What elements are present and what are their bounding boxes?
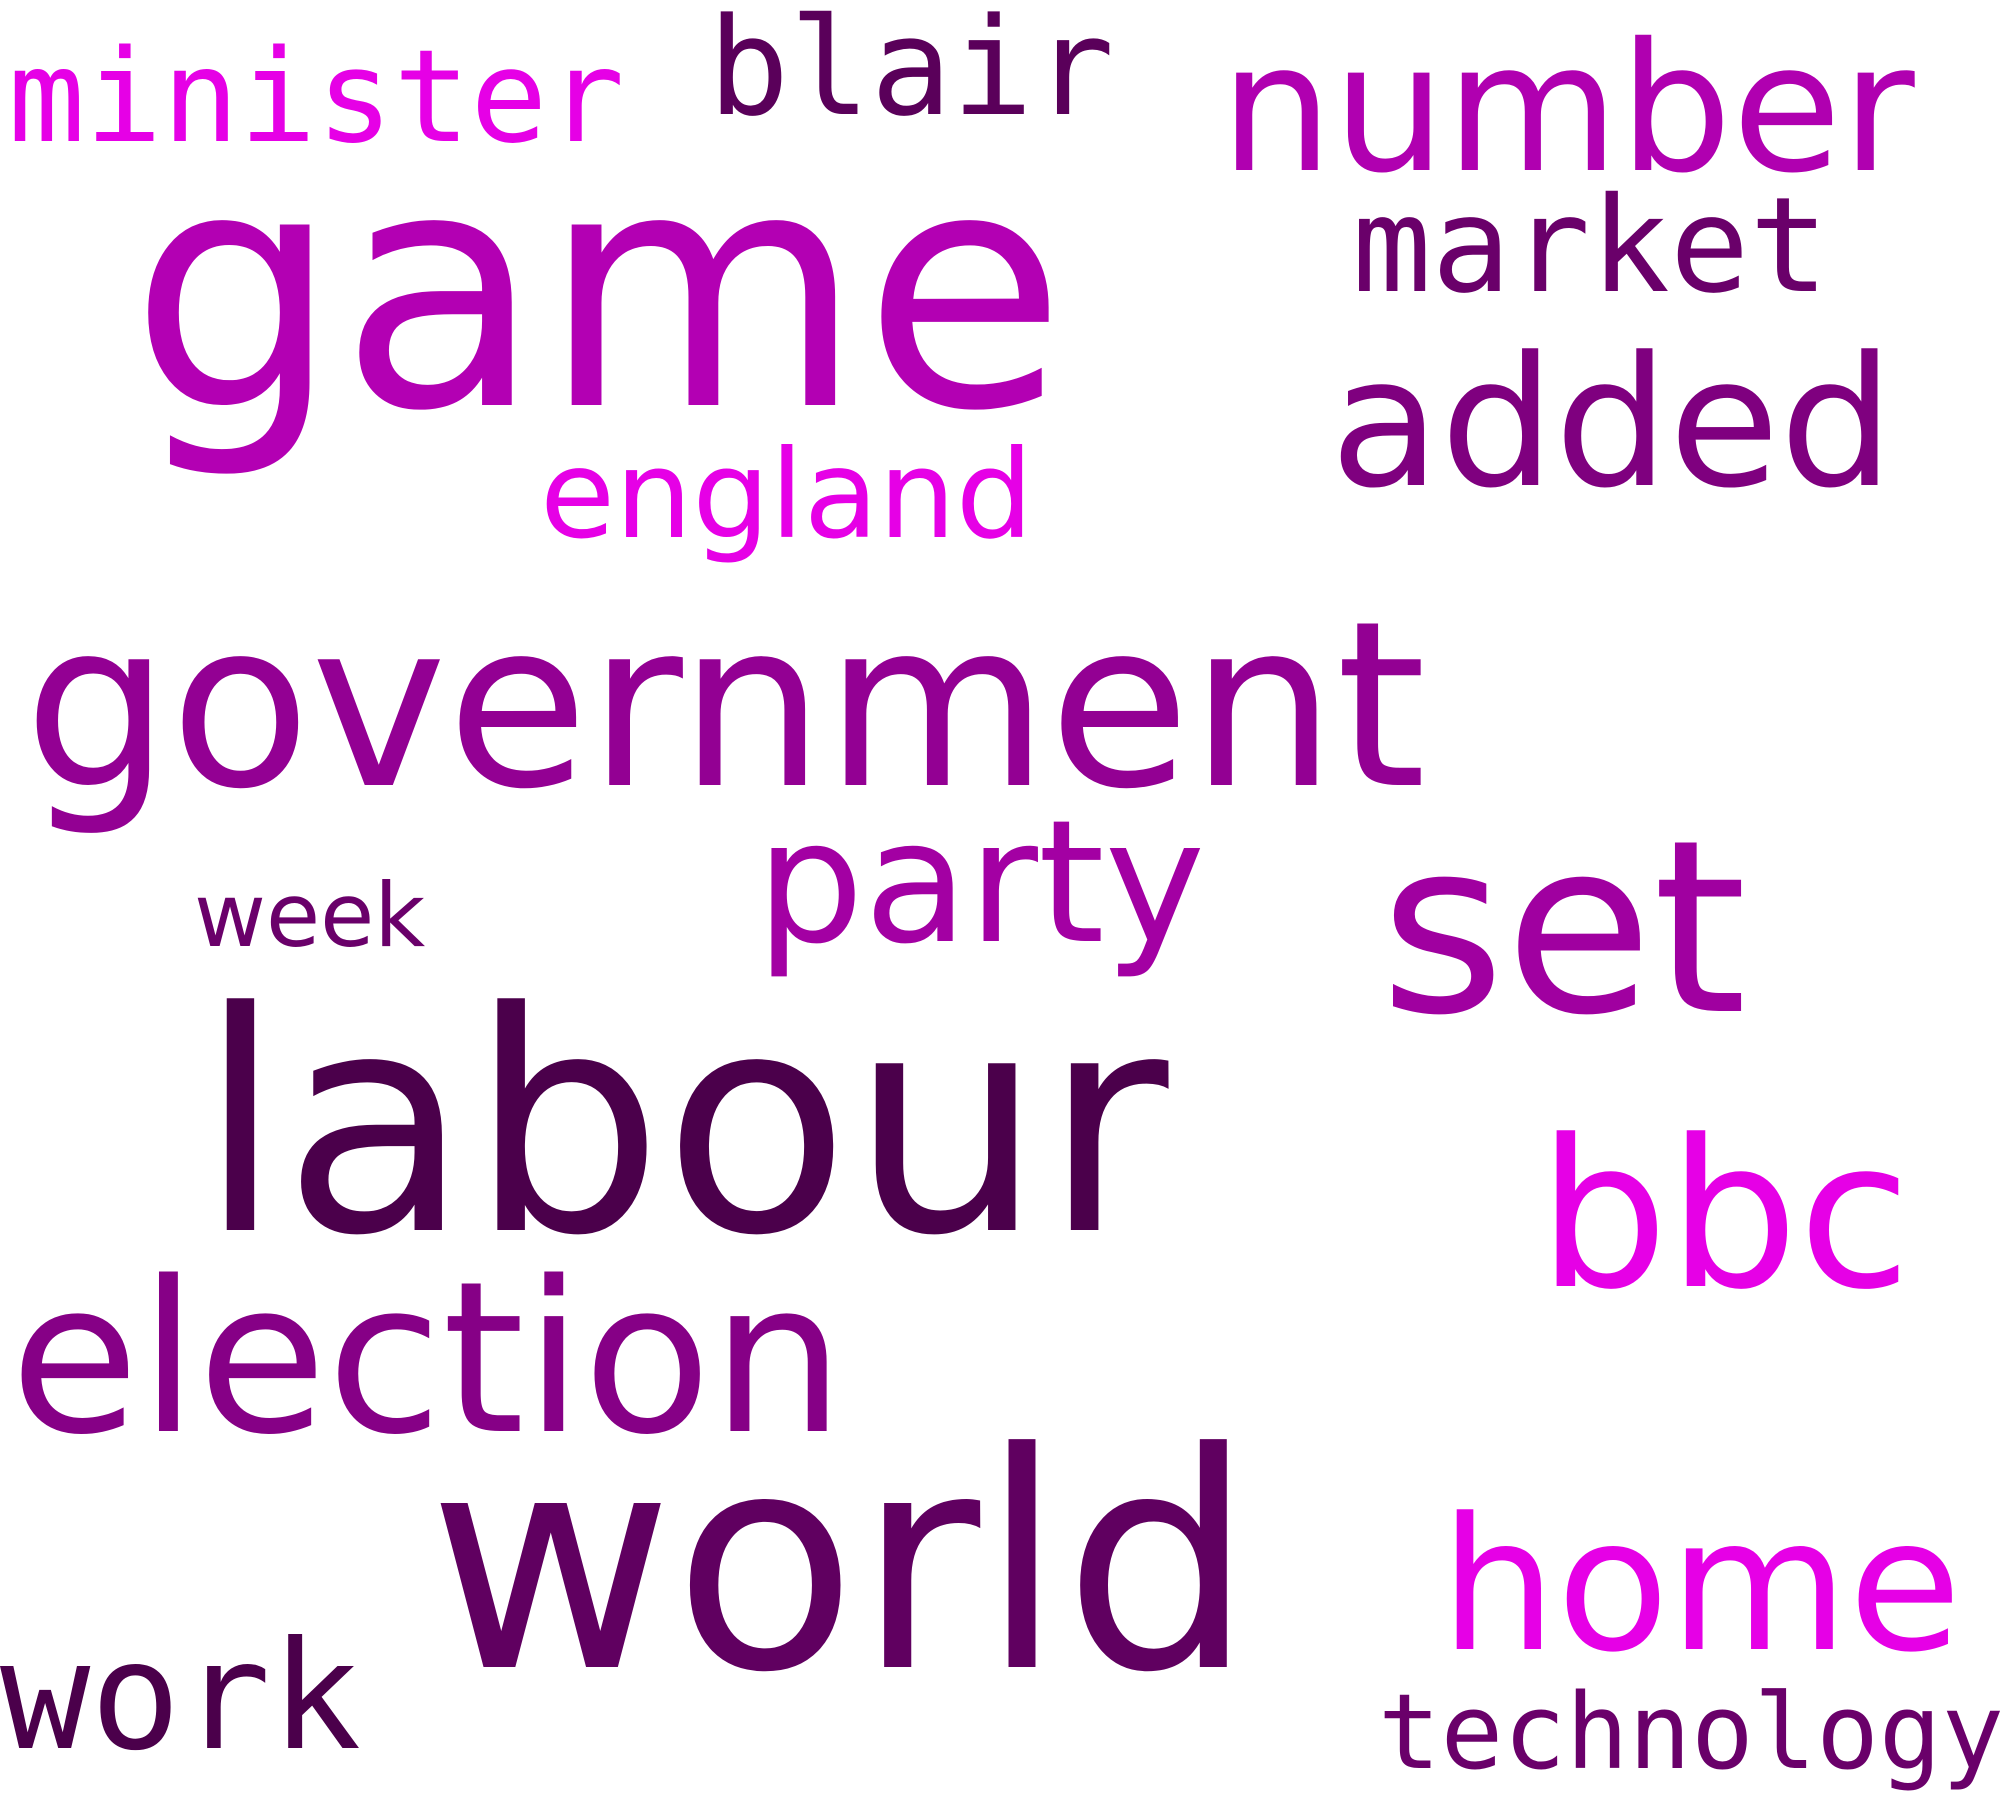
word-home: home [1440, 1479, 1962, 1693]
word-game: game [130, 99, 1067, 483]
word-party: party [756, 784, 1206, 982]
word-week: week [194, 864, 426, 967]
word-minister: minister [8, 23, 625, 172]
word-work: work [0, 1610, 362, 1784]
word-england: england [540, 424, 1034, 566]
word-added: added [1330, 319, 1894, 528]
word-blair: blair [708, 0, 1115, 146]
word-government: government [24, 573, 1427, 840]
word-number: number [1220, 5, 1915, 212]
word-bbc: bbc [1538, 1097, 1911, 1335]
word-world: world [428, 1389, 1255, 1738]
word-set: set [1380, 788, 1747, 1068]
word-technology: technology [1378, 1671, 2000, 1793]
word-labour: labour [198, 947, 1169, 1302]
word-market: market [1352, 169, 1829, 323]
word-election: election [10, 1236, 845, 1481]
